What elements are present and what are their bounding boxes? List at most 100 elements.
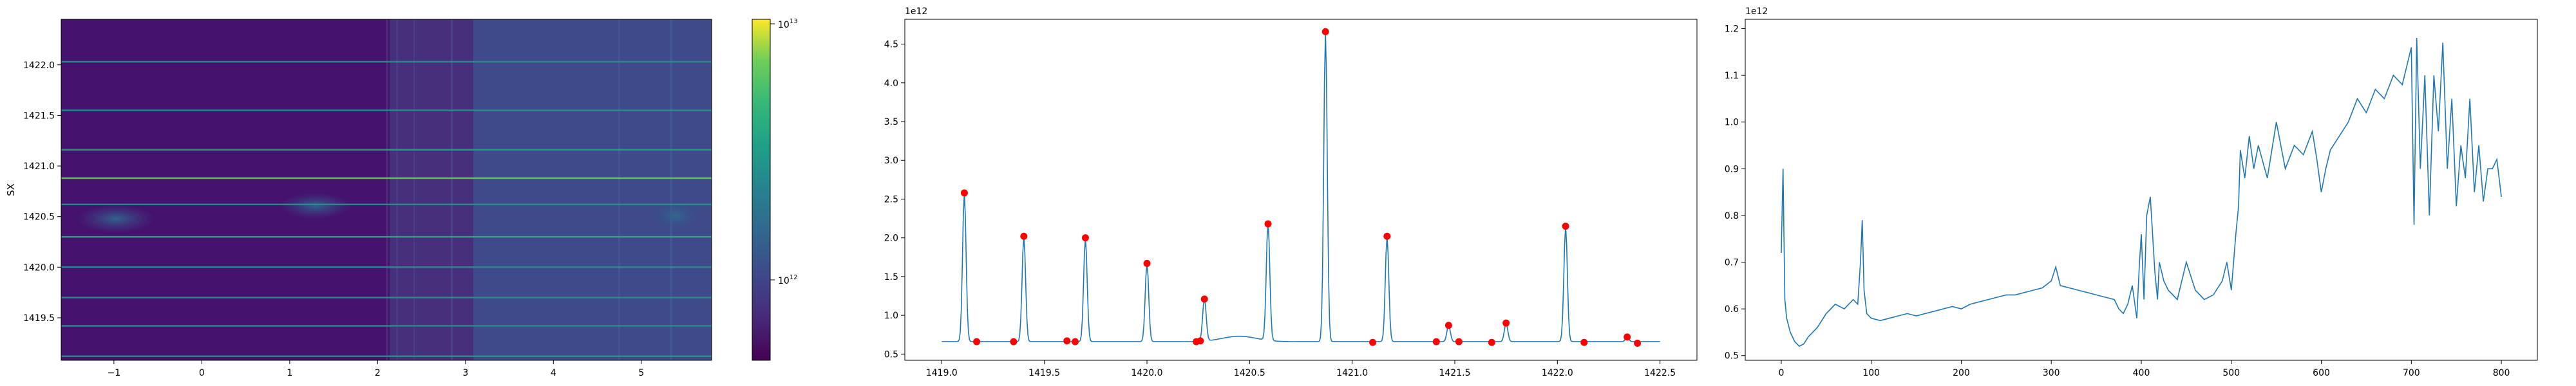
y-tick-label: 1.1 [1725, 71, 1739, 81]
colorbar-ticks: 1013 1012 [770, 18, 798, 286]
y-tick-label: 3.0 [884, 156, 898, 166]
x-tick-label: 100 [1862, 368, 1880, 378]
y-tick-label: 2.0 [884, 234, 898, 244]
x-tick-label: 0 [199, 368, 205, 378]
peak-marker [1369, 338, 1377, 346]
x-tick-label: 600 [2313, 368, 2330, 378]
x-tick-label: 1419.5 [1028, 368, 1060, 378]
heatmap-x-ticks: −1 0 1 2 3 4 5 [108, 360, 644, 378]
x-tick-label: 300 [2043, 368, 2060, 378]
peak-marker [960, 189, 968, 197]
peak-marker [1264, 220, 1272, 228]
y-tick-label: 1.0 [1725, 118, 1739, 128]
x-tick-label: 1420.0 [1132, 368, 1163, 378]
series-y-ticks: 0.5 0.6 0.7 0.8 0.9 1.0 1.1 1.2 [1725, 24, 1745, 362]
peak-marker [1020, 232, 1028, 240]
series-frame [1745, 19, 2538, 361]
peak-marker [1200, 295, 1208, 303]
peak-marker [1562, 223, 1569, 230]
peaks-y-ticks: 0.5 1.0 1.5 2.0 2.5 3.0 3.5 4.0 4.5 [884, 40, 905, 360]
peak-marker [1063, 337, 1071, 345]
peaks-x-ticks: 1419.0 1419.5 1420.0 1420.5 1421.0 1421.5 1422… [926, 360, 1676, 378]
heatmap-streak [413, 19, 415, 360]
colorbar-tick-label-1e13: 1013 [778, 18, 798, 30]
x-tick-label: 0 [1778, 368, 1784, 378]
x-tick-label: −1 [108, 368, 121, 378]
peaks-frame [904, 19, 1698, 361]
y-tick-label: 4.5 [884, 40, 898, 50]
peak-marker [1143, 259, 1151, 267]
heatmap-left-region [61, 19, 390, 360]
peak-marker [1383, 232, 1391, 240]
heatmap-streak [670, 19, 672, 360]
y-tick-label: 1420.5 [23, 212, 55, 223]
x-tick-label: 200 [1953, 368, 1970, 378]
series-y-offset: 1e12 [1745, 6, 1768, 17]
heatmap-streak [451, 19, 453, 360]
heatmap-frame [61, 19, 712, 361]
peaks-y-offset: 1e12 [905, 6, 927, 17]
heatmap-y-axis-label: SX [5, 183, 17, 196]
peak-markers [960, 28, 1642, 347]
peak-marker [1197, 337, 1204, 345]
x-tick-label: 1422.5 [1644, 368, 1676, 378]
y-tick-label: 1.2 [1725, 24, 1739, 35]
y-tick-label: 0.8 [1725, 211, 1739, 221]
heatmap-mid-region [390, 19, 473, 360]
x-tick-label: 1 [287, 368, 292, 378]
y-tick-label: 1421.0 [23, 161, 55, 172]
peak-marker [1432, 338, 1440, 345]
y-tick-label: 0.9 [1725, 164, 1739, 174]
heatmap-blob [77, 205, 155, 233]
heatmap-right-region [473, 19, 712, 360]
x-tick-label: 5 [638, 368, 644, 378]
y-tick-label: 4.0 [884, 78, 898, 89]
x-tick-label: 800 [2493, 368, 2510, 378]
heatmap-y-ticks: 1419.5 1420.0 1420.5 1421.0 1421.5 1422.0 [23, 60, 61, 324]
colorbar [752, 19, 771, 361]
peak-marker [1624, 333, 1631, 341]
colorbar-tick-label-1e12: 1012 [778, 274, 798, 286]
y-tick-label: 3.5 [884, 117, 898, 127]
y-tick-label: 1422.0 [23, 60, 55, 71]
heatmap-streak [618, 19, 620, 360]
peak-marker [1455, 338, 1463, 345]
x-tick-label: 2 [375, 368, 381, 378]
peak-marker [1634, 340, 1642, 347]
peak-marker [1502, 319, 1510, 327]
x-tick-label: 500 [2222, 368, 2240, 378]
x-tick-label: 400 [2133, 368, 2150, 378]
x-tick-label: 1421.0 [1336, 368, 1368, 378]
peak-marker [1010, 338, 1018, 345]
heatmap-streak [386, 19, 388, 360]
peak-marker [1081, 234, 1089, 242]
y-tick-label: 1419.5 [23, 313, 55, 324]
heatmap-image [61, 19, 712, 360]
y-tick-label: 0.6 [1725, 304, 1739, 315]
x-tick-label: 1422.0 [1542, 368, 1573, 378]
peaks-series-line [942, 32, 1660, 342]
peak-marker [1580, 338, 1588, 346]
heatmap-panel: −1 0 1 2 3 4 5 1419.51420.01420.51421.01421.51… [5, 18, 798, 378]
y-tick-label: 0.7 [1725, 258, 1739, 268]
peak-marker [973, 338, 981, 345]
y-tick-label: 0.5 [884, 349, 898, 360]
peak-marker [1321, 28, 1329, 35]
heatmap-blob [280, 193, 351, 219]
heatmap-lines [61, 60, 712, 357]
heatmap-blob [650, 199, 702, 232]
y-tick-label: 2.5 [884, 194, 898, 205]
y-tick-label: 1.0 [884, 311, 898, 321]
heatmap-streak [396, 19, 398, 360]
peaks-panel: 1419.0 1419.5 1420.0 1420.5 1421.0 1421.5 1422… [884, 6, 1698, 378]
series-line [1781, 37, 2502, 347]
peak-marker [1488, 338, 1495, 346]
x-tick-label: 1419.0 [926, 368, 958, 378]
y-tick-label: 1420.0 [23, 262, 55, 273]
y-tick-label: 0.5 [1725, 351, 1739, 362]
peak-marker [1444, 322, 1452, 329]
y-tick-label: 1421.5 [23, 111, 55, 121]
peak-marker [1071, 338, 1079, 345]
x-tick-label: 1421.5 [1439, 368, 1470, 378]
